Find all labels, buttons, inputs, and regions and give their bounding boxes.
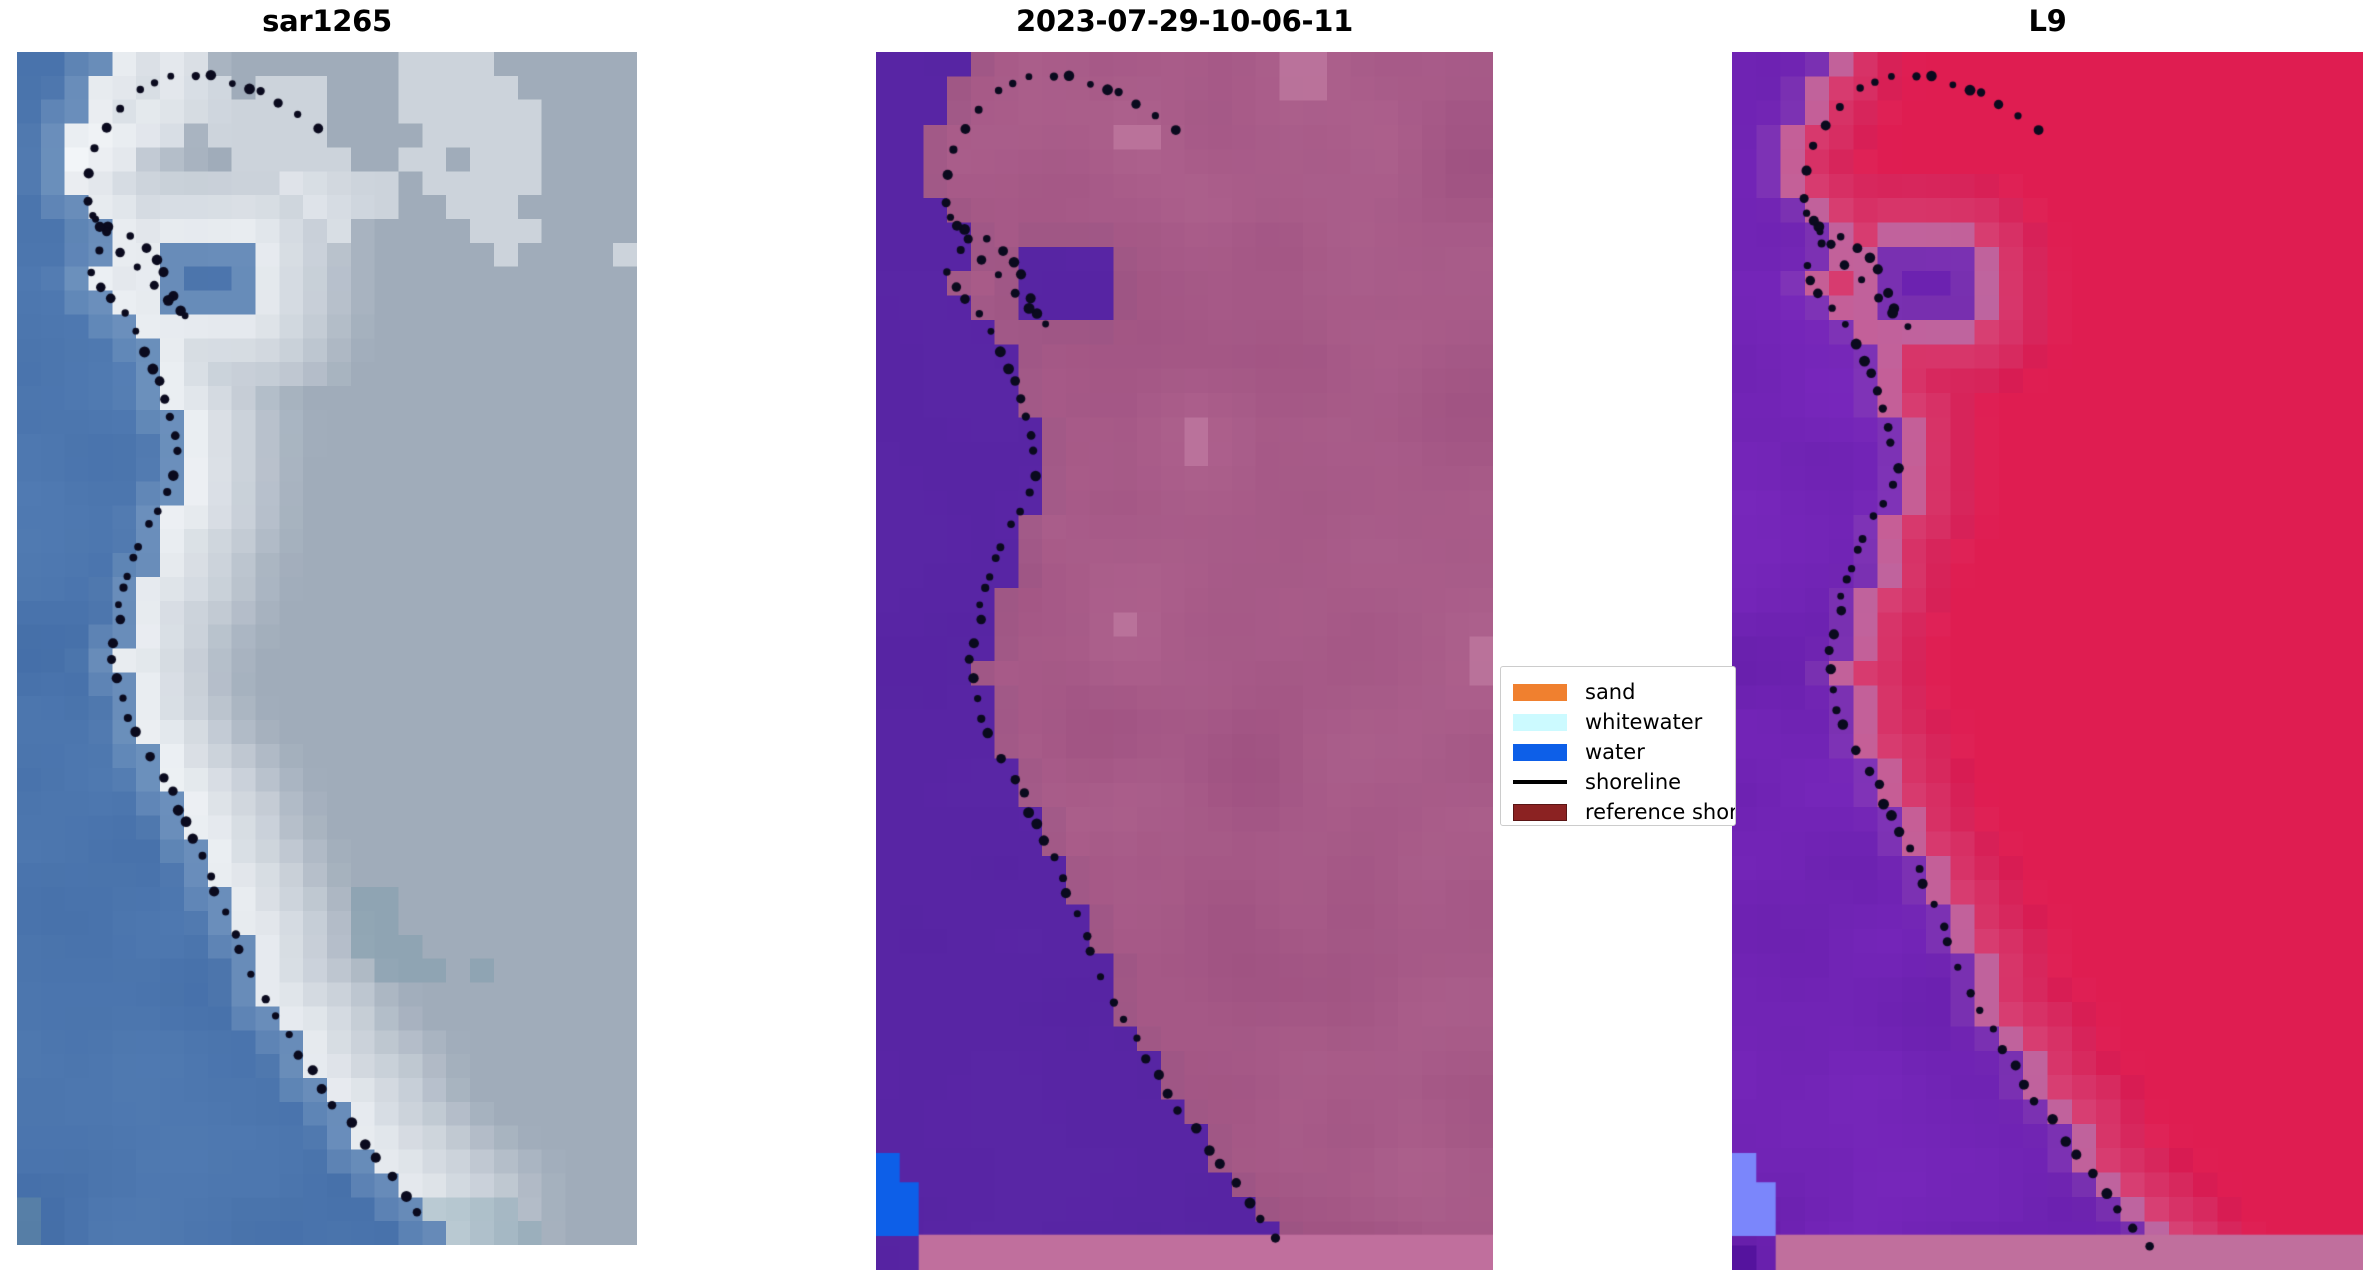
legend: sand whitewater water shoreline reference sh… [1500, 666, 1736, 826]
legend-item-shoreline: shoreline [1513, 767, 1723, 797]
sar-panel-image [17, 52, 637, 1245]
legend-label: reference shore [1585, 799, 1736, 824]
reference-shore-swatch-mark [1513, 803, 1567, 821]
whitewater-swatch [1513, 713, 1575, 731]
reference-shore-swatch [1513, 803, 1575, 821]
whitewater-swatch-mark [1513, 713, 1567, 731]
overlay-layer [17, 52, 637, 1245]
sand-swatch [1513, 683, 1575, 701]
shoreline-line-mark [1513, 780, 1567, 784]
overlay-layer [1732, 52, 2363, 1270]
legend-item-reference-shore: reference shore [1513, 797, 1735, 825]
water-swatch-mark [1513, 743, 1567, 761]
legend-item-whitewater: whitewater [1513, 707, 1723, 737]
sand-swatch-mark [1513, 683, 1567, 701]
legend-label: whitewater [1585, 709, 1703, 734]
legend-label: shoreline [1585, 769, 1682, 794]
legend-label: sand [1585, 679, 1636, 704]
classification-panel-title: 2023-07-29-10-06-11 [1016, 4, 1353, 38]
sar-panel-title: sar1265 [262, 4, 392, 38]
overlay-layer [876, 52, 1493, 1270]
l9-panel-title: L9 [2028, 4, 2067, 38]
legend-item-sand: sand [1513, 677, 1723, 707]
legend-label: water [1585, 739, 1645, 764]
l9-panel-image [1732, 52, 2363, 1270]
shoreline-line [1513, 780, 1575, 784]
water-swatch [1513, 743, 1575, 761]
classification-panel-image [876, 52, 1493, 1270]
legend-item-water: water [1513, 737, 1723, 767]
